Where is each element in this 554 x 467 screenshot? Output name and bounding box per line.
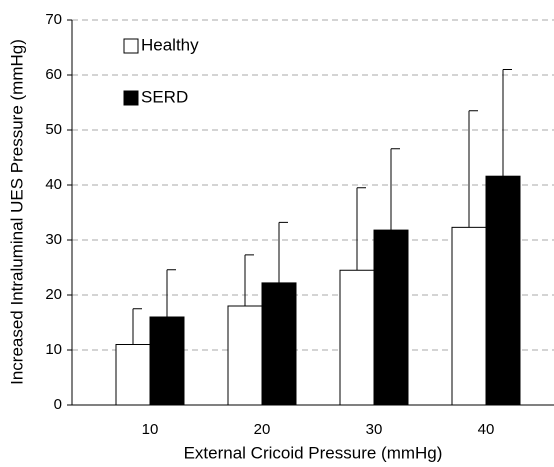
- error-bar: [166, 269, 176, 317]
- legend-label: Healthy: [141, 35, 199, 54]
- y-tick-label: 20: [45, 286, 62, 303]
- x-tick-label: 20: [254, 421, 271, 438]
- bar: [227, 305, 263, 406]
- x-tick-label: 30: [366, 421, 383, 438]
- y-axis-title: Increased Intraluminal UES Pressure (mmH…: [7, 39, 26, 385]
- y-tick-label: 30: [45, 231, 62, 248]
- error-bar: [390, 148, 400, 231]
- error-bar: [244, 254, 254, 306]
- y-tick-label: 60: [45, 66, 62, 83]
- error-bar: [502, 69, 512, 177]
- y-tick-label: 50: [45, 121, 62, 138]
- x-axis-title: External Cricoid Pressure (mmHg): [184, 443, 443, 462]
- y-tick-label: 0: [54, 396, 62, 413]
- bar: [261, 282, 297, 406]
- error-bar: [468, 110, 478, 228]
- bar: [115, 344, 151, 406]
- error-bar: [356, 187, 366, 271]
- legend-swatch: [123, 90, 139, 106]
- bar: [373, 229, 409, 406]
- x-tick-label: 40: [478, 421, 495, 438]
- bar: [339, 269, 375, 406]
- y-tick-label: 10: [45, 341, 62, 358]
- bar: [451, 226, 487, 406]
- y-tick-label: 40: [45, 176, 62, 193]
- x-tick-label: 10: [142, 421, 159, 438]
- bar: [485, 175, 521, 406]
- bar: [149, 316, 185, 406]
- error-bar: [278, 221, 288, 283]
- y-tick-label: 70: [45, 11, 62, 28]
- legend-label: SERD: [141, 87, 188, 106]
- error-bar: [132, 308, 142, 345]
- legend-swatch: [123, 38, 139, 54]
